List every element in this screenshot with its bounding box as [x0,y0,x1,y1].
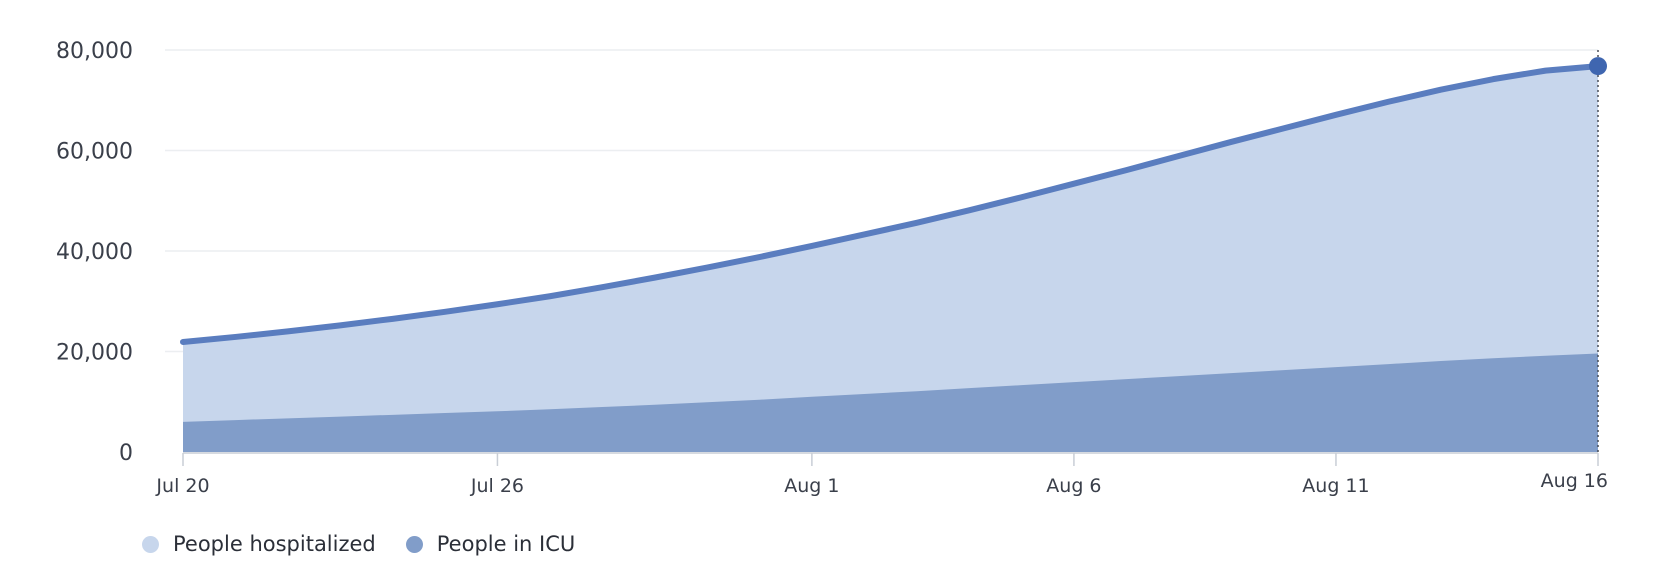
area-icu [183,353,1598,452]
legend: People hospitalized People in ICU [142,532,605,556]
y-tick-label: 0 [119,441,133,466]
x-tick-label: Jul 20 [155,475,209,497]
x-tick-label: Aug 16 [1541,470,1608,492]
legend-swatch [142,535,159,553]
hover-highlight [1589,50,1607,452]
x-tick-label: Jul 26 [470,475,524,497]
plot-area [180,63,1601,452]
x-tick-label: Aug 6 [1046,475,1101,497]
area-hospitalized [183,66,1598,452]
legend-label: People in ICU [436,532,576,556]
y-tick-label: 80,000 [56,39,133,64]
legend-label: People hospitalized [173,532,376,556]
y-tick-label: 60,000 [56,140,133,165]
y-tick-label: 20,000 [56,341,133,366]
x-tick-label: Aug 1 [784,475,839,497]
legend-swatch [405,535,423,553]
y-axis: 0 20,000 40,000 60,000 80,000 [56,39,133,466]
highlight-point [1589,57,1607,76]
area-chart: 0 20,000 40,000 60,000 80,000 Jul 20 Jul 26 Au… [56,39,1608,497]
x-tick-label: Aug 11 [1302,475,1369,497]
x-axis: Jul 20 Jul 26 Aug 1 Aug 6 Aug 11 Aug 16 [155,452,1608,497]
legend-item[interactable]: People hospitalized [142,532,376,556]
legend-item[interactable]: People in ICU [405,532,576,556]
series-line-hospitalized [180,63,1601,345]
y-tick-label: 40,000 [56,240,133,265]
